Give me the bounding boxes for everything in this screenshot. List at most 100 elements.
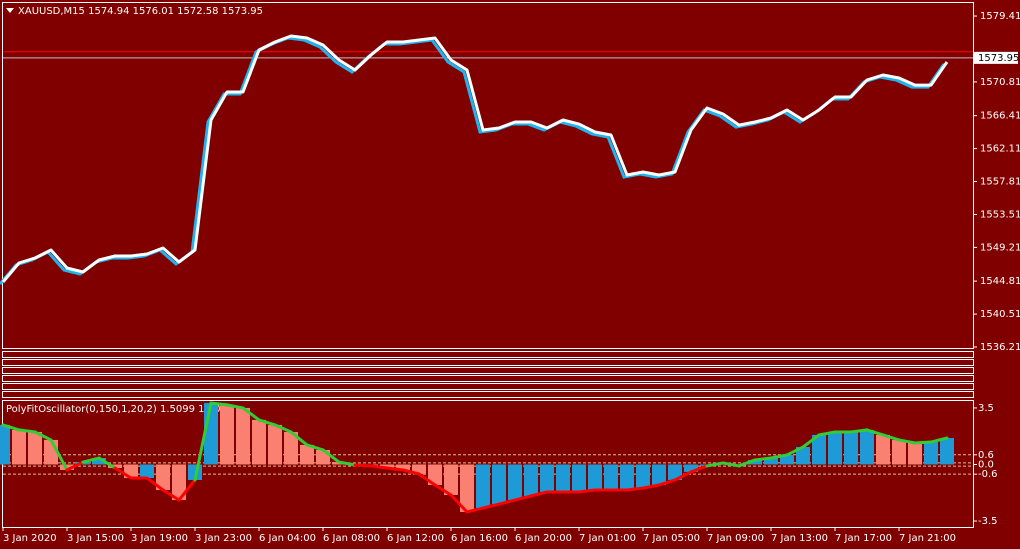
oscillator-bar xyxy=(428,464,442,485)
oscillator-line xyxy=(737,458,757,468)
oscillator-bar xyxy=(668,464,682,480)
oscillator-bar xyxy=(812,434,826,465)
oscillator-bar xyxy=(236,407,250,465)
oscillator-line xyxy=(881,433,901,442)
oscillator-line xyxy=(337,460,357,467)
x-tick-label: 7 Jan 09:00 xyxy=(707,533,764,544)
oscillator-line xyxy=(289,430,309,447)
oscillator-bar xyxy=(156,464,170,491)
x-tick-label: 7 Jan 17:00 xyxy=(835,533,892,544)
oscillator-line xyxy=(385,466,405,472)
x-tick-label: 3 Jan 15:00 xyxy=(67,533,124,544)
oscillator-line xyxy=(865,428,885,437)
oscillator-line xyxy=(849,428,869,434)
oscillator-line xyxy=(481,502,501,510)
oscillator-bar xyxy=(892,439,906,465)
x-tick-label: 6 Jan 16:00 xyxy=(451,533,508,544)
oscillator-bar xyxy=(620,464,634,491)
x-tick-label: 6 Jan 04:00 xyxy=(259,533,316,544)
price-label: 1573.95 xyxy=(978,53,1019,64)
oscillator-line xyxy=(497,498,517,506)
menu-triangle xyxy=(6,8,14,13)
subwindow xyxy=(2,359,974,366)
x-tick-label: 7 Jan 13:00 xyxy=(771,533,828,544)
oscillator-line xyxy=(897,438,917,445)
oscillator-line xyxy=(513,494,533,502)
oscillator-line xyxy=(321,448,341,464)
oscillator-bar xyxy=(28,432,42,465)
y-tick-label: 0.6 xyxy=(978,450,994,461)
oscillator-bar xyxy=(780,454,794,465)
oscillator-line xyxy=(401,468,421,476)
oscillator-bar xyxy=(92,458,106,465)
oscillator-line xyxy=(769,453,789,460)
oscillator-line xyxy=(113,466,133,480)
oscillator-line xyxy=(193,401,213,482)
oscillator-bar xyxy=(924,442,938,465)
x-tick-label: 6 Jan 12:00 xyxy=(387,533,444,544)
oscillator-line xyxy=(433,483,453,497)
oscillator-line xyxy=(81,456,101,464)
oscillator-title: PolyFitOscillator(0,150,1,20,2) 1.5099 1… xyxy=(6,404,233,415)
oscillator-line xyxy=(145,476,165,492)
oscillator-bar xyxy=(604,464,618,491)
subwindow xyxy=(2,391,974,398)
oscillator-bar xyxy=(508,464,522,501)
x-tick-label: 7 Jan 21:00 xyxy=(899,533,956,544)
oscillator-line xyxy=(369,464,389,470)
oscillator-line xyxy=(689,464,709,474)
y-tick-label: 3.5 xyxy=(978,403,994,414)
oscillator-line xyxy=(257,418,277,427)
subwindow xyxy=(2,383,974,390)
subwindow xyxy=(2,351,974,358)
oscillator-bar xyxy=(876,434,890,465)
x-tick-label: 3 Jan 2020 xyxy=(3,533,57,544)
oscillator-line xyxy=(49,438,69,472)
empty-subwindows xyxy=(2,351,974,398)
x-tick-label: 6 Jan 20:00 xyxy=(515,533,572,544)
oscillator-bar xyxy=(140,464,154,479)
oscillator-bar xyxy=(556,464,570,492)
oscillator-line xyxy=(577,488,597,494)
oscillator-bar xyxy=(796,447,810,465)
oscillator-line xyxy=(753,456,773,462)
chart-title: XAUUSD,M15 1574.94 1576.01 1572.58 1573.… xyxy=(18,6,263,17)
oscillator-bar xyxy=(220,404,234,465)
oscillator-line xyxy=(785,445,805,457)
oscillator-line xyxy=(97,456,117,470)
subwindow xyxy=(2,375,974,382)
oscillator-bar xyxy=(908,443,922,465)
oscillator-bar xyxy=(684,464,698,472)
oscillator-bar xyxy=(268,424,282,465)
oscillator-bar xyxy=(284,432,298,465)
y-tick-label: 1544.81 xyxy=(980,276,1020,287)
y-tick-label: 1553.51 xyxy=(980,209,1020,220)
oscillator-bar xyxy=(108,464,122,469)
oscillator-bar xyxy=(652,464,666,485)
oscillator-bar xyxy=(524,464,538,496)
price-label-box xyxy=(974,51,1018,64)
y-tick-label: 1540.51 xyxy=(980,309,1020,320)
oscillator-line xyxy=(449,493,469,514)
price-line xyxy=(1,34,949,283)
oscillator-line xyxy=(929,436,949,444)
oscillator-line xyxy=(305,443,325,452)
y-tick-label: 1557.81 xyxy=(980,177,1020,188)
oscillator-bar xyxy=(172,464,186,501)
oscillator-line xyxy=(801,433,821,449)
oscillator-line xyxy=(721,461,741,468)
oscillator-line xyxy=(273,423,293,434)
oscillator-line xyxy=(913,440,933,445)
oscillator-line xyxy=(1,423,21,432)
oscillator-line xyxy=(209,401,229,407)
oscillator-bar xyxy=(380,464,394,469)
oscillator-bar xyxy=(0,424,10,465)
x-tick-label: 7 Jan 05:00 xyxy=(643,533,700,544)
x-tick-label: 6 Jan 08:00 xyxy=(323,533,380,544)
y-tick-label: 1570.81 xyxy=(980,77,1020,88)
oscillator-bar xyxy=(252,419,266,465)
oscillator-line xyxy=(673,470,693,482)
x-tick-label: 3 Jan 23:00 xyxy=(195,533,252,544)
oscillator-bar xyxy=(396,464,410,470)
